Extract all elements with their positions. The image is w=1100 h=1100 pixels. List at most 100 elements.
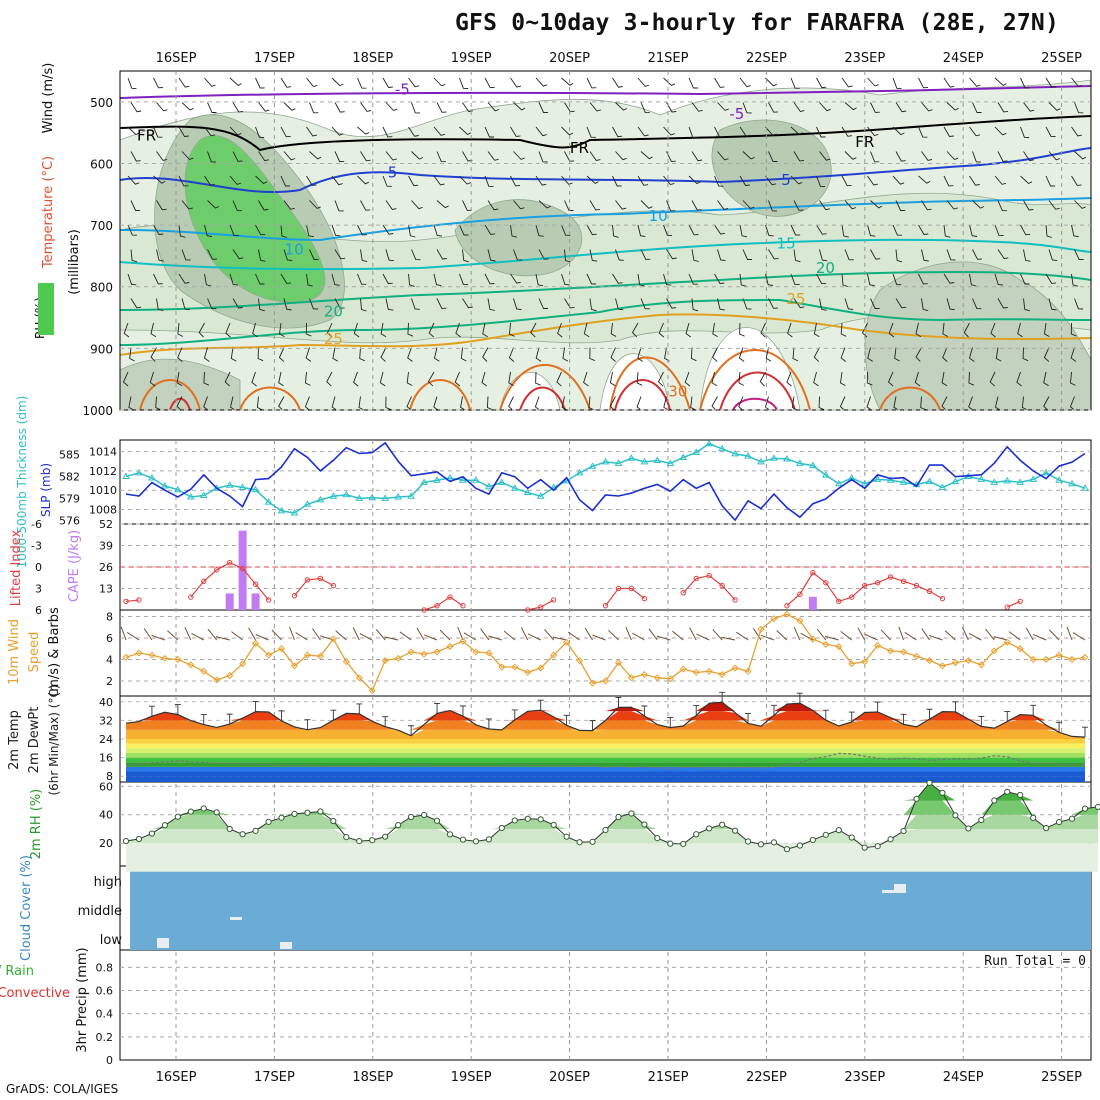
wind-speed-point (420, 650, 428, 658)
li-point (538, 604, 544, 610)
rh-point (395, 822, 402, 829)
wind-barb (972, 151, 982, 163)
li-point (447, 594, 453, 600)
wind-barb (530, 322, 537, 338)
wind-speed-point (718, 670, 726, 679)
wind-barb (997, 249, 1009, 260)
temp-base-stripe (126, 776, 1085, 782)
wind-barb (1043, 347, 1050, 362)
cape-tick-label: 52 (99, 518, 113, 531)
wind-barb (459, 273, 469, 286)
wind-barb (819, 200, 830, 211)
thickness-point (834, 479, 843, 487)
cloud-cover-bar (230, 917, 242, 920)
wind-tick-label: 4 (106, 653, 113, 666)
wind-barb (535, 371, 541, 386)
wind-speed-point (407, 648, 415, 656)
wind-barb (816, 224, 827, 235)
contour-label: 20 (816, 259, 835, 277)
wind-barb (841, 273, 849, 287)
wind-barb (640, 102, 650, 114)
wind-barb (615, 102, 628, 111)
rh-point (1030, 814, 1037, 821)
cloud-cover-bar (157, 938, 169, 948)
wind-barb (583, 322, 590, 338)
wind10m-barb (712, 629, 723, 641)
wind-barb (513, 200, 525, 210)
rh-point (796, 842, 803, 849)
wind-speed-point (614, 659, 622, 667)
wind-barb (204, 77, 216, 87)
wind10m-barb (592, 634, 606, 641)
wind-barb (765, 224, 774, 237)
wind-barb (382, 273, 393, 285)
wind-barb (841, 126, 853, 137)
wind-barb (513, 151, 525, 160)
wind-barb (229, 77, 242, 86)
wind-barb (942, 322, 949, 337)
wind-barb (739, 273, 747, 287)
thickness-point (459, 476, 467, 483)
wind-speed-point (835, 643, 843, 651)
wind-barb (768, 151, 778, 162)
rh-point (589, 838, 596, 845)
temp-minmax-bar (434, 702, 441, 714)
rh-point (459, 836, 467, 843)
wind-barb (484, 273, 495, 285)
wind-barb (487, 102, 500, 112)
wind-barb (534, 396, 541, 410)
wind-barb (203, 347, 210, 362)
cape-tick-label: 13 (99, 583, 113, 596)
wind-barb (760, 322, 766, 338)
precip-tick-label: 0.4 (96, 1008, 114, 1021)
wind10m-barb (993, 636, 1008, 641)
wind-barb (691, 249, 699, 262)
wind-barb (921, 298, 929, 312)
wind-barb (379, 371, 386, 387)
wind-barb (813, 322, 820, 338)
wind-barb (225, 322, 231, 338)
precip-tick-label: 0 (106, 1054, 113, 1067)
thickness-ylabel: 1000-500mb Thickness (dm) (15, 396, 29, 569)
wind-barb (130, 298, 142, 309)
wind-barb (306, 175, 317, 186)
rh-point (706, 825, 713, 832)
rh-band (126, 800, 1098, 815)
x-tick-label-bottom: 17SEP (254, 1070, 295, 1085)
wind-barb (280, 77, 292, 88)
wind-barb (1045, 224, 1053, 238)
wind-barb (353, 371, 359, 387)
wind-barb (892, 77, 902, 90)
wind10m-barb (215, 636, 230, 641)
wind-speed-point (653, 674, 661, 682)
wind-barb (127, 175, 140, 185)
wind-barb (742, 249, 752, 260)
wind-barb (232, 102, 244, 113)
wind-barb (1048, 102, 1061, 111)
temp-minmax-bar (511, 709, 518, 720)
wind-barb (1045, 126, 1056, 138)
credit-label: GrADS: COLA/IGES (6, 1082, 119, 1096)
wind-barb (739, 175, 750, 186)
thickness-point (199, 491, 208, 498)
wind-barb (586, 175, 599, 184)
pressure-tick-label: 600 (90, 157, 113, 171)
wind-speed-point (511, 663, 519, 671)
rh-point (576, 839, 583, 846)
cloud-cover-background (130, 866, 1091, 950)
wind-barb (433, 396, 439, 410)
wind-barb (921, 249, 929, 262)
wind-speed-point (757, 625, 765, 633)
li-point (732, 597, 738, 603)
wind10m-barb (656, 635, 671, 641)
wind-barb (1070, 322, 1077, 337)
wind-speed-point (900, 648, 908, 656)
wind-barb (844, 249, 854, 261)
li-point (201, 578, 207, 585)
rh-point (965, 825, 972, 832)
cloud-cover-bar (882, 890, 894, 893)
wind-barb (1023, 249, 1031, 262)
wind-barb (717, 200, 729, 210)
li-ylabel: Lifted Index (9, 529, 24, 606)
wind-barb (892, 126, 905, 136)
